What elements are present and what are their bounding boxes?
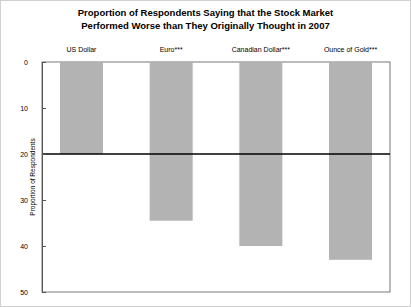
chart: Proportion of Respondents Saying that th… [0,0,411,307]
y-tick-label: 0 [24,59,28,66]
title-line: Performed Worse than They Originally Tho… [81,20,329,31]
y-tick-label: 40 [20,243,28,250]
y-tick: 50 [20,289,46,296]
y-tick-label: 10 [20,105,28,112]
y-axis-title: Proportion of Respondents [29,138,37,216]
plot-frame [42,62,390,292]
bar [150,62,193,221]
y-tick-mark [42,108,46,109]
bar [329,62,372,260]
y-axis-line [42,63,43,293]
x-axis: US Dollar Euro*** Canadian Dollar*** Ounce … [66,46,377,62]
x-tick-label: Ounce of Gold*** [324,46,378,53]
y-tick-mark [42,200,46,201]
x-tick-label: Canadian Dollar*** [232,46,291,53]
x-tick: Ounce of Gold*** [324,46,378,62]
y-tick-label: 30 [20,197,28,204]
title: Proportion of Respondents Saying that th… [78,7,334,31]
reference-line [42,153,390,154]
y-tick-mark [42,62,46,63]
marks [42,62,390,260]
y-tick-label: 50 [20,289,28,296]
x-tick-label: Euro*** [160,46,183,53]
y-axis: 0 10 20 30 40 50 [20,59,46,296]
y-tick: 0 [24,59,46,66]
x-tick: Canadian Dollar*** [232,46,291,62]
y-tick-mark [42,246,46,247]
outer-border [1,1,411,307]
plot: 0 10 20 30 40 50 US Dollar Euro*** Canadian Doll… [20,46,390,296]
x-tick: Euro*** [160,46,183,62]
y-tick-mark [42,292,46,293]
y-tick: 10 [20,105,46,112]
y-tick: 40 [20,243,46,250]
y-tick-mark [42,154,46,155]
y-tick-label: 20 [20,151,28,158]
bar [60,62,103,154]
x-tick-label: US Dollar [66,46,97,53]
title-line: Proportion of Respondents Saying that th… [78,7,334,18]
x-tick: US Dollar [66,46,97,62]
